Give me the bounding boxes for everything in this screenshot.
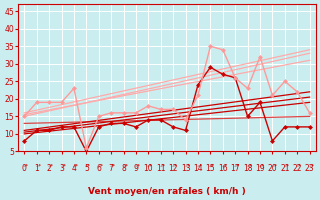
Text: ↗: ↗ [269,163,276,169]
Text: ↗: ↗ [120,163,127,169]
Text: ↗: ↗ [71,163,77,169]
Text: ↗: ↗ [195,163,201,169]
Text: ↗: ↗ [257,163,263,169]
Text: ↗: ↗ [95,163,102,169]
Text: ↗: ↗ [46,163,52,169]
Text: ↗: ↗ [282,163,288,169]
Text: ↗: ↗ [170,163,176,169]
Text: ↗: ↗ [157,163,164,169]
Text: ↗: ↗ [244,163,251,169]
Text: ↗: ↗ [108,163,114,169]
Text: ↗: ↗ [182,163,189,169]
Text: ↗: ↗ [207,163,214,169]
Text: ↗: ↗ [83,163,90,169]
Text: ↗: ↗ [220,163,226,169]
Text: ↗: ↗ [133,163,139,169]
Text: ↗: ↗ [58,163,65,169]
Text: ↗: ↗ [21,163,28,169]
Text: ↗: ↗ [294,163,300,169]
Text: ↗: ↗ [145,163,152,169]
Text: ↗: ↗ [306,163,313,169]
Text: ↗: ↗ [34,163,40,169]
Text: ↗: ↗ [232,163,238,169]
X-axis label: Vent moyen/en rafales ( km/h ): Vent moyen/en rafales ( km/h ) [88,187,246,196]
